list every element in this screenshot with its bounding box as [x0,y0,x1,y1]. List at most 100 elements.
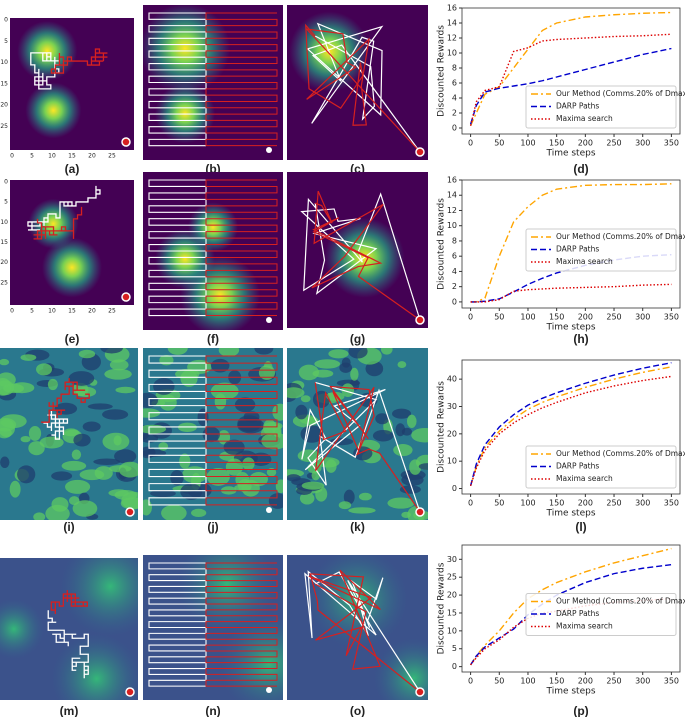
heatmap-blob [375,413,390,425]
heatmap-blob [120,497,138,510]
path-white [30,52,60,90]
end-marker [415,507,425,517]
heatmap-blob [93,458,121,466]
heatmap-blob [380,348,393,355]
plot-frame [461,359,681,495]
series-line [469,366,672,486]
legend-box [525,85,677,129]
heatmap-blob [159,354,174,366]
panel-caption: (d) [573,162,588,176]
heatmap-blob [249,472,268,487]
series-line [469,362,672,486]
heatmap-blob [338,501,352,510]
y-tick-label: 40 [447,375,457,384]
y-tick-label: 16 [447,4,457,13]
heatmap-panel [143,172,283,330]
path-red [205,12,278,147]
heatmap-blob [328,349,349,359]
legend-box [525,228,677,272]
legend-label: Our Method (Comms.20% of Dmax) [556,449,685,458]
map-x-tick: 20 [88,153,96,160]
heatmap-blob [51,471,73,481]
heatmap-blob [254,348,274,355]
heatmap-blob [177,555,277,634]
heatmap-blob [102,432,130,451]
heatmap-blob [28,441,45,456]
heatmap-blob [268,493,283,509]
x-tick-label: 200 [578,313,593,322]
map-x-tick: 20 [88,308,96,315]
legend-box [525,593,677,636]
heatmap-blob [115,386,136,394]
legend-label: DARP Paths [556,245,599,254]
heatmap-blob [312,369,334,378]
heatmap-blob [71,449,82,460]
heatmap-blob [180,483,203,500]
map-y-tick: 0 [4,17,8,24]
map-y-tick: 15 [0,80,8,87]
path-red [311,190,421,321]
legend-label: Maxima search [556,257,613,266]
y-tick-label: 10 [447,221,457,230]
x-tick-label: 50 [494,313,504,322]
y-tick-label: 20 [447,429,457,438]
heatmap-blob [20,354,37,361]
heatmap-blob [343,489,355,505]
y-tick-label: 0 [452,484,457,493]
legend-label: Maxima search [556,114,613,123]
y-tick-label: 12 [447,206,457,215]
end-marker [125,507,135,517]
heatmap-blob [234,397,256,413]
y-tick-label: 8 [452,64,457,73]
x-tick-label: 200 [578,677,593,686]
path-white [148,562,207,687]
y-tick-label: 30 [447,402,457,411]
heatmap-blob [82,421,101,432]
panel-caption: (p) [573,704,588,717]
heatmap-blob [0,599,44,659]
heatmap-panel [143,348,283,520]
heatmap-blob [17,21,78,81]
heatmap-blob [298,364,320,381]
heatmap-blob [94,466,113,480]
y-tick-label: 4 [452,94,457,103]
y-tick-label: 25 [447,573,457,582]
x-tick-label: 0 [468,139,473,148]
heatmap-blob [60,558,138,637]
path-red [305,23,421,153]
heatmap-blob [33,512,46,520]
legend-label: Our Method (Comms.20% of Dmax) [556,89,685,98]
y-tick-label: 14 [447,191,457,200]
heatmap-blob [399,485,421,494]
y-tick-label: 10 [447,49,457,58]
heatmap-blob [17,465,36,484]
heatmap-blob [300,395,311,403]
heatmap-blob [114,449,137,464]
heatmap-blob [180,369,198,387]
x-tick-label: 250 [606,499,621,508]
end-marker [125,687,135,697]
heatmap-blob [102,409,129,420]
heatmap-blob [0,358,10,366]
y-axis-label: Discounted Rewards [437,562,447,654]
heatmap-blob [358,492,372,501]
heatmap-blob [197,408,209,427]
heatmap-blob [275,479,283,494]
series-line [469,47,672,125]
x-tick-label: 100 [520,677,535,686]
y-tick-label: 2 [452,282,457,291]
path-white [300,192,421,321]
heatmap-blob [0,380,15,396]
heatmap-blob [143,392,159,408]
x-axis-label: Time steps [545,687,595,697]
x-tick-label: 100 [520,313,535,322]
series-line [469,33,672,126]
heatmap-panel [287,172,428,328]
legend-label: Our Method (Comms.20% of Dmax) [556,232,685,241]
panel-caption: (m) [60,704,79,717]
map-y-tick: 25 [0,279,8,286]
y-tick-label: 6 [452,252,457,261]
heatmap-blob [51,633,138,700]
map-y-tick: 0 [4,179,8,186]
